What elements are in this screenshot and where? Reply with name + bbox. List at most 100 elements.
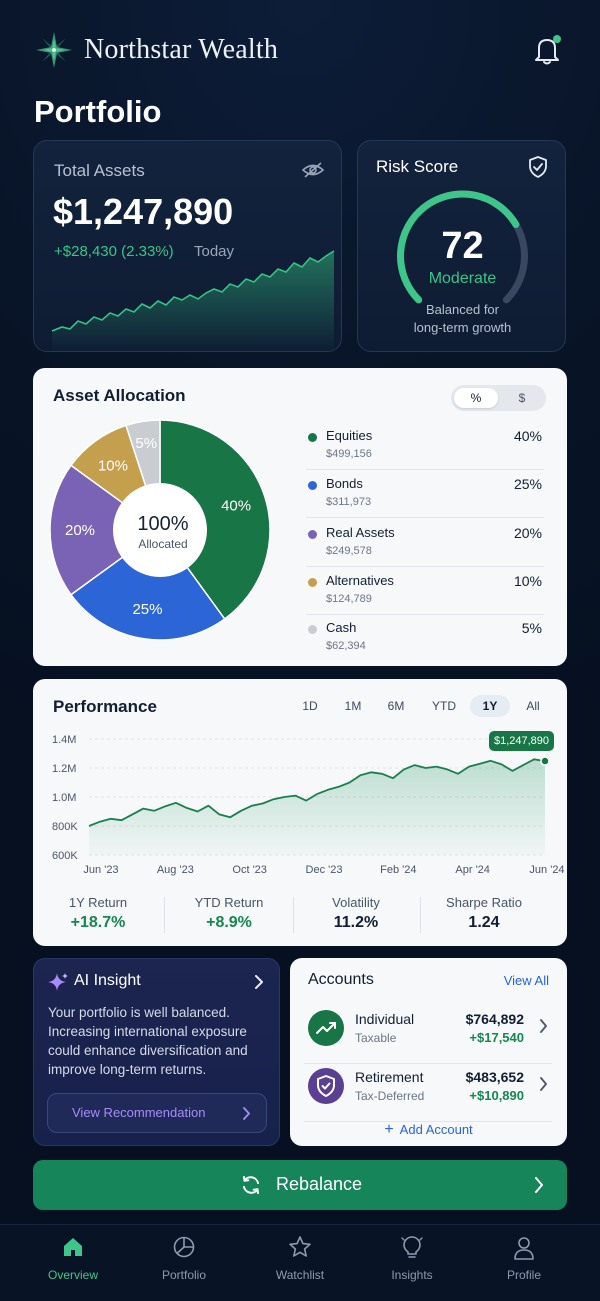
rebalance-label: Rebalance [276,1174,363,1194]
donut-slice-label: 40% [221,497,251,514]
rebalance-button[interactable]: Rebalance [33,1160,567,1210]
range-1y[interactable]: 1Y [470,695,510,717]
stat-value: +18.7% [70,914,126,931]
notifications-button[interactable] [533,34,563,66]
account-row-individual[interactable]: Individual Taxable $764,892 +$17,540 [304,1006,552,1064]
view-recommendation-button[interactable]: View Recommendation [47,1093,267,1133]
x-tick-label: Jun '24 [529,864,564,876]
risk-score-card[interactable]: Risk Score 72 Moderate Balanced for long… [357,140,566,352]
range-ytd[interactable]: YTD [432,699,456,713]
performance-title: Performance [53,697,157,716]
y-tick-label: 1.0M [52,792,76,804]
x-tick-label: Aug '23 [157,864,194,876]
legend-dot [308,625,317,634]
nav-portfolio[interactable]: Portfolio [124,1225,244,1301]
account-balance: $483,652 [465,1069,524,1085]
legend-name: Alternatives [326,573,394,588]
nav-watchlist[interactable]: Watchlist [240,1225,360,1301]
legend-dot [308,481,317,490]
risk-score-level: Moderate [428,270,497,287]
shield-check-icon [529,156,547,178]
legend-percent: 10% [513,573,542,589]
total-assets-label: Total Assets [54,161,145,180]
stat-divider [163,897,165,933]
performance-area [89,759,545,855]
legend-percent: 25% [513,476,542,492]
trending-up-icon [308,1010,344,1046]
stat-1y-return: 1Y Return +18.7% [33,895,163,932]
legend-item-alternatives[interactable]: Alternatives $124,789 10% [306,569,544,615]
nav-insights[interactable]: Insights [352,1225,472,1301]
bell-icon [535,35,561,65]
legend-name: Bonds [326,476,363,491]
x-tick-label: Apr '24 [455,864,490,876]
chevron-right-icon [540,1077,547,1091]
donut-hole [113,483,207,577]
legend-item-bonds[interactable]: Bonds $311,973 25% [306,472,544,518]
stat-value: +8.9% [206,914,252,931]
stat-divider [420,897,421,933]
stat-divider [292,897,294,933]
range-1m[interactable]: 1M [344,699,362,713]
x-tick-label: Feb '24 [380,864,416,876]
risk-score-description: Balanced for long-term growth [358,301,567,337]
legend-dot [308,530,317,539]
performance-callout-value: $1,247,890 [493,735,550,747]
risk-score-label: Risk Score [376,157,459,176]
legend-amount: $249,578 [326,545,372,557]
user-icon [514,1237,534,1260]
donut-slice-label: 20% [65,522,95,539]
ai-insight-title: AI Insight [74,972,141,989]
nav-label: Portfolio [161,1268,207,1282]
range-all[interactable]: All [526,699,540,713]
toggle-percent[interactable]: % [454,388,498,408]
nav-profile[interactable]: Profile [464,1225,584,1301]
chevron-right-icon[interactable] [254,975,264,989]
performance-callout: $1,247,890 [489,731,554,751]
accounts-title: Accounts [308,971,374,988]
legend-amount: $311,973 [326,496,372,508]
legend-item-equities[interactable]: Equities $499,156 40% [306,424,544,470]
range-1d[interactable]: 1D [302,699,318,713]
gauge-fill [397,190,520,304]
account-type: Tax-Deferred [355,1089,425,1103]
stat-label: YTD Return [194,895,264,910]
legend-item-cash[interactable]: Cash $62,394 5% [306,616,544,662]
stat-label: 1Y Return [68,895,128,910]
x-tick-label: Oct '23 [232,864,267,876]
range-6m[interactable]: 6M [387,699,405,713]
legend-item-real-assets[interactable]: Real Assets $249,578 20% [306,521,544,567]
donut-center-label: Allocated [138,537,188,551]
refresh-icon [243,1176,259,1194]
toggle-dollar[interactable]: $ [518,391,526,405]
sparkle-icon [48,973,68,991]
ai-insight-card[interactable]: AI Insight Your portfolio is well balanc… [33,958,280,1146]
y-tick-label: 800K [52,821,78,833]
legend-name: Equities [326,428,373,443]
stat-sharpe-ratio: Sharpe Ratio 1.24 [419,895,549,932]
performance-chart: 600K 800K 1.0M 1.2M 1.4M Jun '23 Aug '23 Oct '2… [52,734,565,876]
plus-icon: + [384,1121,394,1138]
shield-icon [308,1068,344,1104]
total-assets-sparkline [51,250,335,351]
y-tick-label: 1.4M [52,734,76,746]
stat-value: 11.2% [333,914,379,931]
eye-off-icon[interactable] [302,161,324,179]
nav-label: Insights [391,1268,433,1282]
lightbulb-icon [401,1236,423,1258]
bottom-nav: Overview Portfolio Watchlist Insights Pr… [0,1224,600,1301]
nav-label: Watchlist [275,1268,325,1282]
nav-overview[interactable]: Overview [13,1225,133,1301]
total-assets-period: Today [194,243,235,260]
add-account-button[interactable]: + Add Account [290,1121,567,1139]
legend-dot [308,433,317,442]
legend-amount: $124,789 [326,593,372,605]
y-tick-label: 1.2M [52,763,76,775]
total-assets-change: +$28,430 (2.33%) [54,243,174,260]
account-row-retirement[interactable]: Retirement Tax-Deferred $483,652 +$10,89… [304,1064,552,1122]
brand-name: Northstar Wealth [84,34,279,65]
view-all-link[interactable]: View All [503,973,549,988]
chevron-right-icon [540,1019,547,1033]
donut-center-value: 100% [137,513,189,535]
pie-chart-icon [173,1236,195,1258]
